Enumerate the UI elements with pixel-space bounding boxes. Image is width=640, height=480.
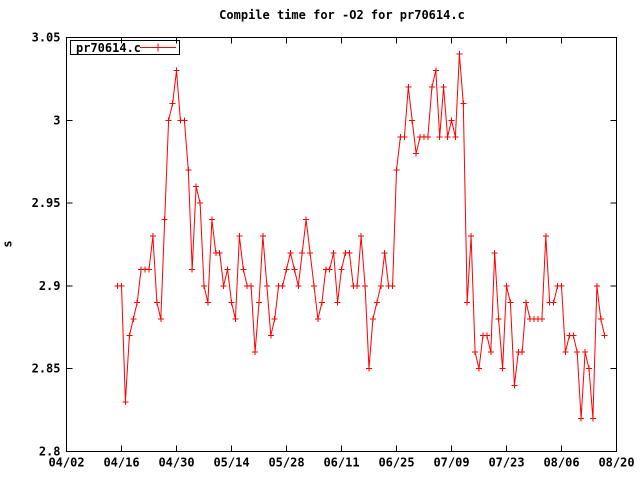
y-tick-label: 3.05 <box>32 31 61 45</box>
legend-line-sample-icon <box>140 43 176 52</box>
x-tick-label: 04/02 <box>48 456 84 470</box>
legend-box: pr70614.c <box>70 40 180 55</box>
x-tick-label: 06/11 <box>323 456 359 470</box>
chart-title: Compile time for -O2 for pr70614.c <box>219 8 465 22</box>
x-tick-label: 04/16 <box>103 456 139 470</box>
x-tick-label: 08/20 <box>598 456 634 470</box>
x-tick-label: 08/06 <box>543 456 579 470</box>
y-tick-label: 2.9 <box>39 279 61 293</box>
x-tick-label: 07/09 <box>433 456 469 470</box>
x-tick-label: 06/25 <box>378 456 414 470</box>
series-plus-markers <box>114 51 608 422</box>
x-tick-label: 07/23 <box>488 456 524 470</box>
x-tick-label: 05/28 <box>268 456 304 470</box>
y-tick-label: 2.85 <box>32 362 61 376</box>
legend-series-label: pr70614.c <box>76 40 142 55</box>
x-tick-label: 05/14 <box>213 456 249 470</box>
plot-border <box>66 37 617 452</box>
y-tick-label: 3 <box>53 113 60 127</box>
x-tick-label: 04/30 <box>158 456 194 470</box>
y-tick-label: 2.8 <box>39 445 61 459</box>
y-tick-label: 2.95 <box>32 196 61 210</box>
